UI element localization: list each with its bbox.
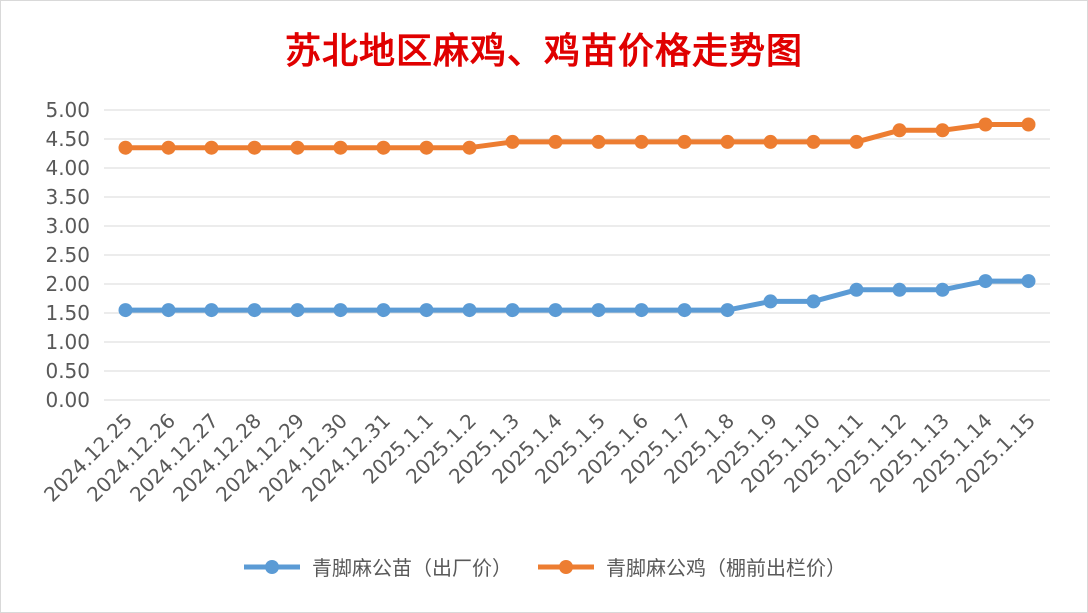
data-point — [720, 134, 735, 149]
data-point — [118, 140, 133, 155]
legend-item-rooster: 青脚麻公鸡（棚前出栏价） — [536, 552, 846, 581]
data-point — [462, 140, 477, 155]
legend-label-rooster: 青脚麻公鸡（棚前出栏价） — [606, 556, 846, 580]
data-point — [806, 134, 821, 149]
data-point — [247, 303, 262, 318]
data-point — [548, 134, 563, 149]
data-point — [677, 303, 692, 318]
data-point — [161, 140, 176, 155]
series-line — [123, 278, 1031, 313]
legend-swatch-rooster — [538, 559, 594, 574]
data-point — [505, 134, 520, 149]
data-point — [462, 303, 477, 318]
y-tick-label: 5.00 — [45, 98, 90, 122]
data-point — [978, 117, 993, 132]
data-point — [892, 282, 907, 297]
data-point — [763, 134, 778, 149]
y-tick-label: 0.50 — [45, 359, 90, 383]
data-point — [290, 303, 305, 318]
data-point — [290, 140, 305, 155]
data-point — [763, 294, 778, 309]
data-point — [505, 303, 520, 318]
data-point — [978, 274, 993, 289]
y-tick-label: 3.50 — [45, 185, 90, 209]
data-point — [849, 134, 864, 149]
data-point — [935, 282, 950, 297]
data-point — [419, 140, 434, 155]
data-point — [892, 123, 907, 138]
data-point — [118, 303, 133, 318]
data-point — [204, 303, 219, 318]
data-point — [849, 282, 864, 297]
data-point — [247, 140, 262, 155]
data-point — [333, 303, 348, 318]
data-point — [548, 303, 563, 318]
data-point — [634, 303, 649, 318]
y-tick-label: 0.00 — [45, 388, 90, 412]
data-point — [634, 134, 649, 149]
data-point — [419, 303, 434, 318]
data-point — [161, 303, 176, 318]
series-line — [123, 122, 1031, 151]
data-point — [1021, 274, 1036, 289]
data-point — [376, 303, 391, 318]
data-point — [1021, 117, 1036, 132]
y-tick-label: 3.00 — [45, 214, 90, 238]
data-point — [204, 140, 219, 155]
y-tick-label: 2.00 — [45, 272, 90, 296]
data-point — [720, 303, 735, 318]
y-tick-label: 2.50 — [45, 243, 90, 267]
chart-title: 苏北地区麻鸡、鸡苗价格走势图 — [284, 30, 803, 72]
y-tick-label: 1.00 — [45, 330, 90, 354]
y-tick-label: 4.00 — [45, 156, 90, 180]
data-point — [806, 294, 821, 309]
data-point — [935, 123, 950, 138]
data-point — [376, 140, 391, 155]
data-point — [591, 134, 606, 149]
data-point — [591, 303, 606, 318]
legend-label-seedling: 青脚麻公苗（出厂价） — [312, 556, 512, 580]
chart-legend: 青脚麻公苗（出厂价） 青脚麻公鸡（棚前出栏价） — [0, 552, 1088, 581]
legend-item-seedling: 青脚麻公苗（出厂价） — [242, 552, 512, 581]
data-point — [677, 134, 692, 149]
data-point — [333, 140, 348, 155]
legend-swatch-seedling — [244, 559, 300, 574]
y-tick-label: 1.50 — [45, 301, 90, 325]
y-tick-label: 4.50 — [45, 127, 90, 151]
